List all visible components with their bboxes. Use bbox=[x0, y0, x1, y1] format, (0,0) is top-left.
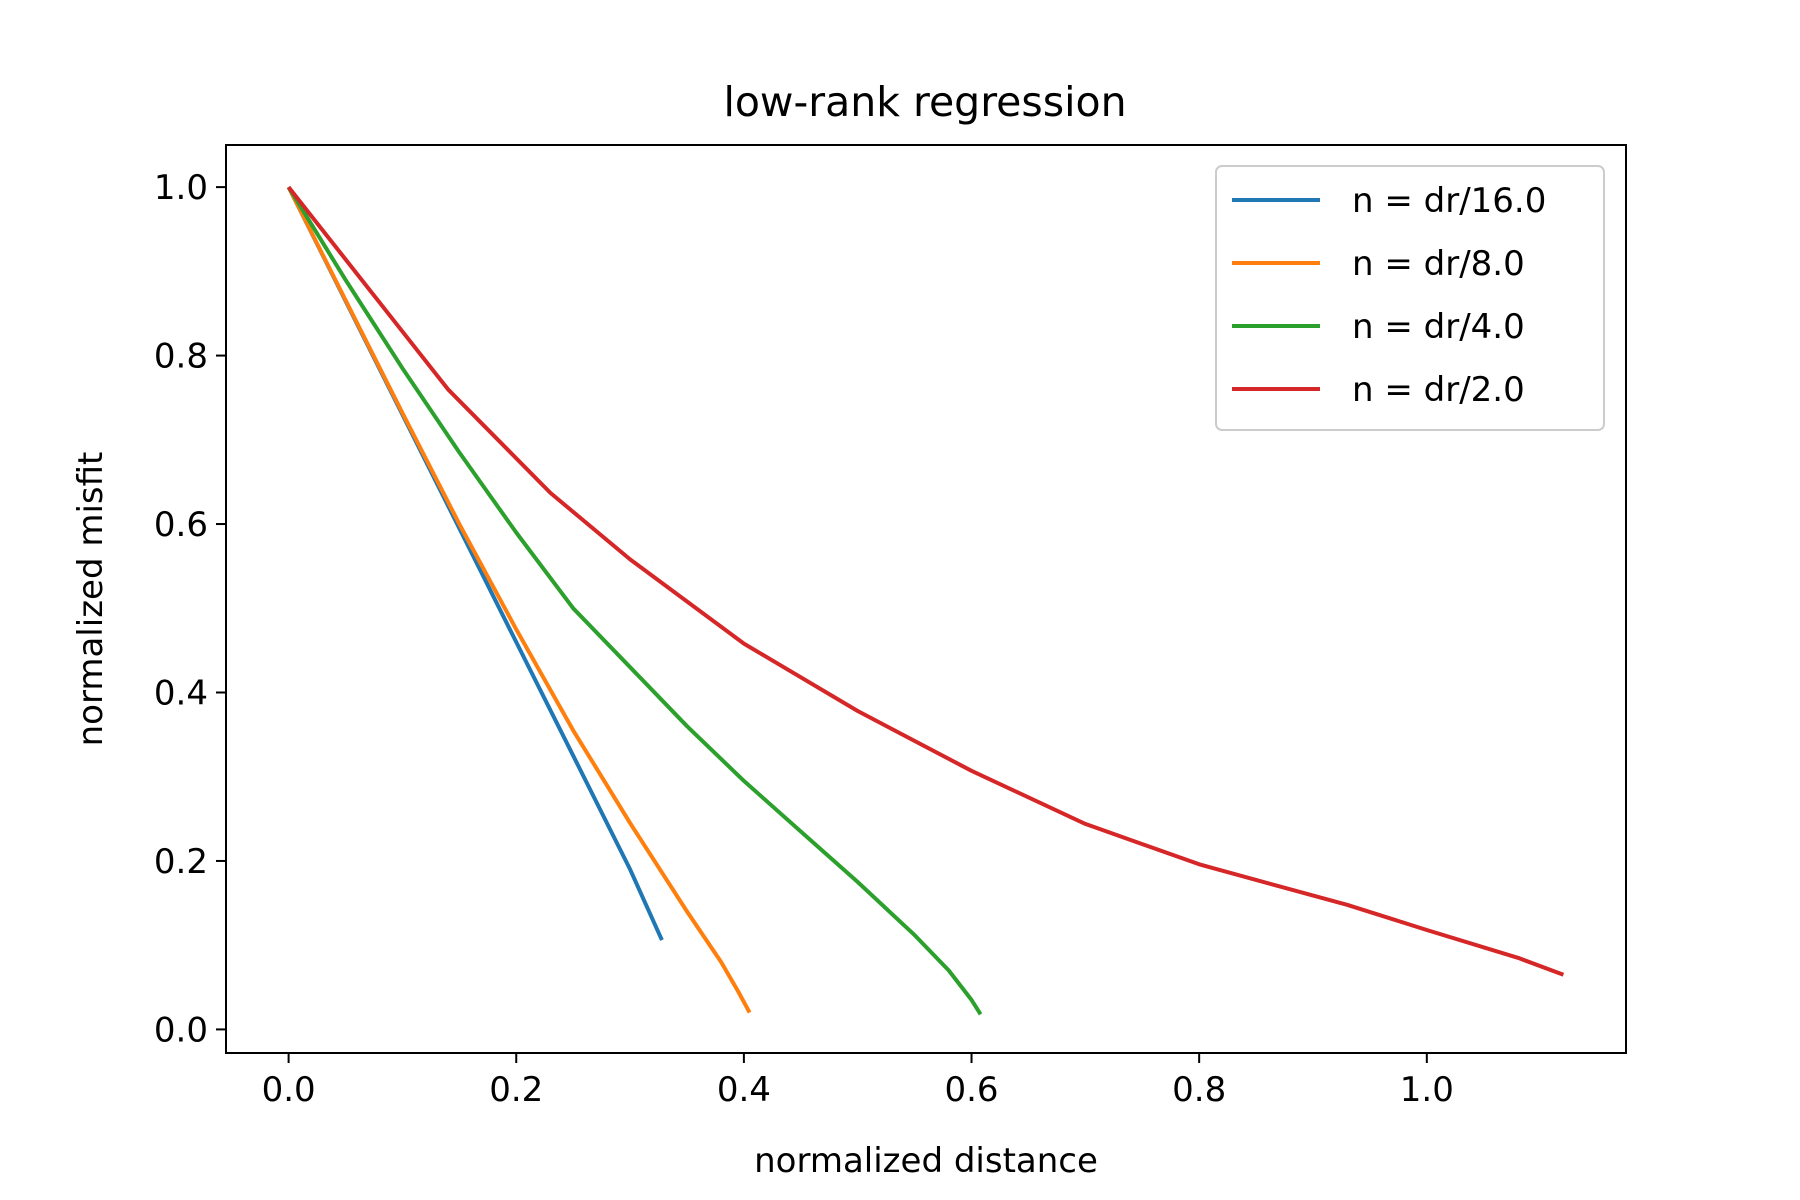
chart-title: low-rank regression bbox=[723, 78, 1126, 126]
x-tick-label: 0.4 bbox=[717, 1070, 771, 1110]
y-tick-label: 0.2 bbox=[154, 842, 208, 882]
y-tick-label: 0.4 bbox=[154, 673, 208, 713]
y-tick-label: 1.0 bbox=[154, 168, 208, 208]
legend-label: n = dr/4.0 bbox=[1352, 307, 1525, 347]
y-tick-label: 0.0 bbox=[154, 1010, 208, 1050]
plot-frame bbox=[225, 144, 1627, 1054]
x-tick-label: 1.0 bbox=[1400, 1070, 1454, 1110]
series-line-2 bbox=[286, 186, 752, 1014]
y-axis-label: normalized misfit bbox=[71, 452, 111, 747]
legend-label: n = dr/8.0 bbox=[1352, 244, 1525, 284]
legend-entries: n = dr/16.0 n = dr/8.0 n = dr/4.0 n = dr/2.… bbox=[1232, 181, 1546, 410]
legend-label: n = dr/2.0 bbox=[1352, 370, 1525, 410]
legend-label: n = dr/16.0 bbox=[1352, 181, 1546, 221]
series-line-4 bbox=[287, 185, 1565, 977]
x-tick-label: 0.2 bbox=[489, 1070, 543, 1110]
y-tick-label: 0.6 bbox=[154, 505, 208, 545]
legend-box bbox=[1215, 165, 1605, 431]
legend: n = dr/16.0 n = dr/8.0 n = dr/4.0 n = dr/2.… bbox=[1215, 165, 1605, 431]
x-tick-label: 0.0 bbox=[262, 1070, 316, 1110]
x-tick-label: 0.8 bbox=[1172, 1070, 1226, 1110]
series-layer bbox=[286, 185, 1565, 1016]
x-tick-label: 0.6 bbox=[944, 1070, 998, 1110]
x-axis-label: normalized distance bbox=[754, 1141, 1098, 1181]
y-tick-label: 0.8 bbox=[154, 337, 208, 377]
series-line-3 bbox=[286, 186, 983, 1016]
x-axis-ticks: 0.0 0.2 0.4 0.6 0.8 1.0 bbox=[262, 1053, 1454, 1110]
y-axis-ticks: 0.0 0.2 0.4 0.6 0.8 1.0 bbox=[154, 168, 226, 1050]
